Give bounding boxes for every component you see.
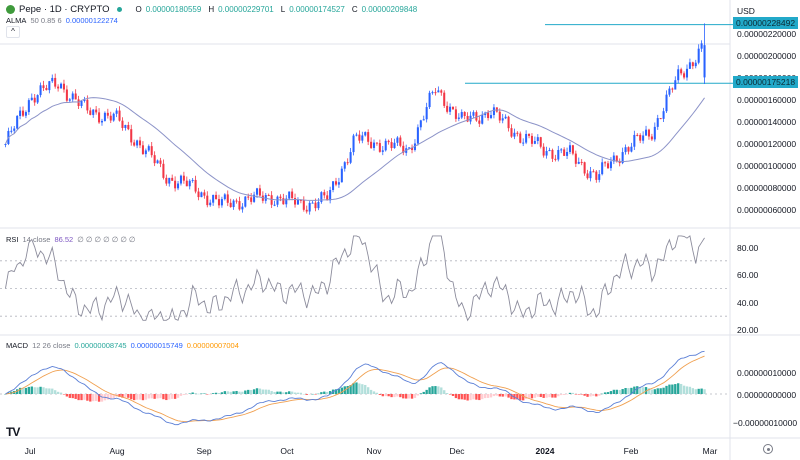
high-label: H bbox=[208, 5, 215, 14]
alma-legend[interactable]: ALMA 50 0.85 6 0.00000122274 bbox=[6, 16, 118, 25]
time-label-aug: Aug bbox=[109, 446, 125, 456]
price-tick: 0.00000080000 bbox=[737, 183, 797, 193]
time-label-jul: Jul bbox=[24, 446, 36, 456]
rsi-label: RSI bbox=[6, 235, 19, 244]
macd-params: 12 26 close bbox=[32, 341, 71, 350]
rsi-value: 86.52 bbox=[54, 235, 74, 244]
rsi-tick: 40.00 bbox=[737, 298, 759, 308]
time-label-oct: Oct bbox=[280, 446, 294, 456]
price-tick: 0.00000100000 bbox=[737, 161, 797, 171]
symbol-legend: Pepe · 1D · CRYPTO O 0.00000180559 H 0.000… bbox=[6, 4, 417, 15]
rsi-extra: ∅ ∅ ∅ ∅ ∅ ∅ ∅ bbox=[77, 235, 136, 244]
macd-histogram-value: 0.00000008745 bbox=[74, 341, 127, 350]
time-label-mar: Mar bbox=[702, 446, 718, 456]
market-status-dot-icon bbox=[117, 7, 123, 12]
rsi-params: 14 close bbox=[22, 235, 51, 244]
rsi-legend[interactable]: RSI 14 close 86.52 ∅ ∅ ∅ ∅ ∅ ∅ ∅ bbox=[6, 235, 135, 244]
tradingview-logo-icon[interactable]: TV bbox=[6, 425, 20, 439]
low-value: 0.00000174527 bbox=[289, 5, 345, 14]
alma-params: 50 0.85 6 bbox=[30, 16, 62, 25]
price-tick: 0.00000120000 bbox=[737, 139, 797, 149]
settings-gear-icon[interactable] bbox=[763, 444, 773, 454]
collapse-legend-button[interactable]: ^ bbox=[6, 26, 20, 38]
alma-value: 0.00000122274 bbox=[65, 16, 118, 25]
price-tick: 0.00000200000 bbox=[737, 51, 797, 61]
price-tick: 0.00000060000 bbox=[737, 205, 797, 215]
macd-tick: 0.00000010000 bbox=[737, 368, 797, 378]
rsi-tick: 80.00 bbox=[737, 243, 759, 253]
symbol-title[interactable]: Pepe · 1D · CRYPTO bbox=[19, 4, 110, 15]
high-value: 0.00000229701 bbox=[218, 5, 274, 14]
macd-legend[interactable]: MACD 12 26 close 0.00000008745 0.0000001… bbox=[6, 341, 239, 350]
time-label-2024: 2024 bbox=[535, 446, 555, 456]
time-label-nov: Nov bbox=[366, 446, 382, 456]
price-level-tag-high[interactable]: 0.00000228492 bbox=[733, 17, 799, 29]
open-value: 0.00000180559 bbox=[145, 5, 202, 14]
low-label: L bbox=[280, 5, 286, 14]
close-label: C bbox=[351, 5, 358, 14]
macd-tick: −0.00000010000 bbox=[733, 418, 798, 428]
pepe-coin-icon bbox=[6, 5, 15, 14]
macd-signal-value: 0.00000007004 bbox=[186, 341, 239, 350]
macd-tick: 0.00000000000 bbox=[737, 390, 797, 400]
price-tick: 0.00000220000 bbox=[737, 29, 797, 39]
time-label-dec: Dec bbox=[449, 446, 465, 456]
close-value: 0.00000209848 bbox=[361, 5, 418, 14]
alma-label: ALMA bbox=[6, 16, 27, 25]
open-label: O bbox=[135, 5, 142, 14]
price-tick: 0.00000140000 bbox=[737, 117, 797, 127]
chevron-up-icon: ^ bbox=[11, 27, 15, 36]
price-level-tag-breakout[interactable]: 0.00000175218 bbox=[733, 76, 799, 88]
currency-label: USD bbox=[737, 6, 755, 16]
time-label-feb: Feb bbox=[623, 446, 639, 456]
rsi-tick: 60.00 bbox=[737, 270, 759, 280]
time-label-sep: Sep bbox=[196, 446, 212, 456]
macd-line-value: 0.00000015749 bbox=[130, 341, 183, 350]
price-tick: 0.00000160000 bbox=[737, 95, 797, 105]
rsi-tick: 20.00 bbox=[737, 325, 759, 335]
macd-label: MACD bbox=[6, 341, 29, 350]
